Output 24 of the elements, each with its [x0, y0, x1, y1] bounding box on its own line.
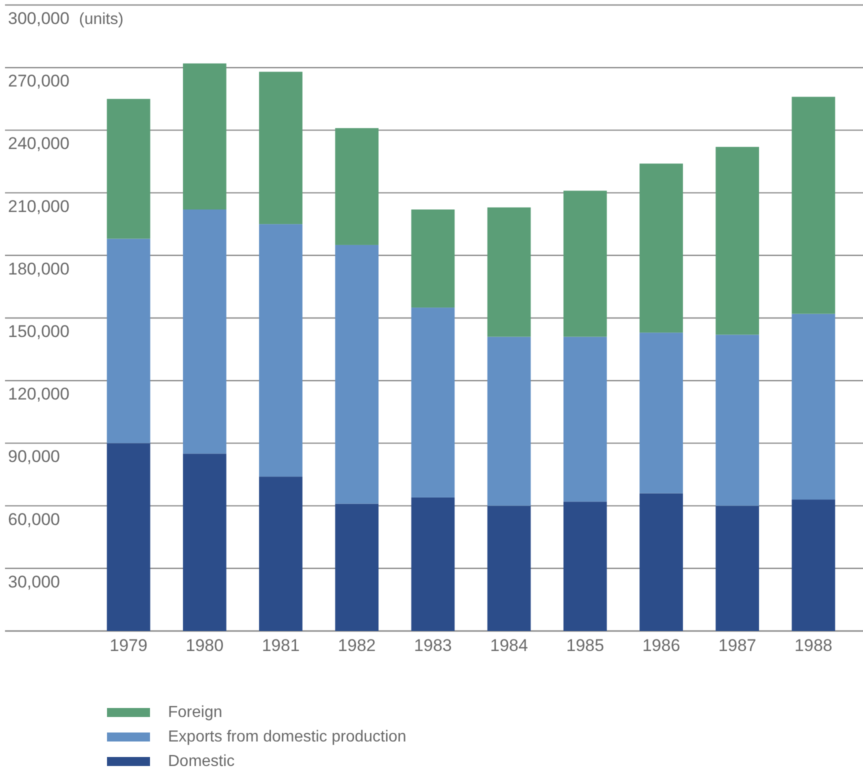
x-tick-label: 1979	[110, 636, 148, 655]
y-tick-label: 300,000	[8, 9, 70, 28]
legend-label: Domestic	[168, 753, 235, 769]
x-tick-label: 1988	[794, 636, 832, 655]
x-tick-label: 1981	[262, 636, 300, 655]
y-tick-label: 270,000	[8, 72, 70, 91]
x-tick-label: 1982	[338, 636, 376, 655]
legend-label: Exports from domestic production	[168, 728, 406, 746]
x-tick-label: 1983	[414, 636, 452, 655]
y-tick-label: 90,000	[8, 447, 60, 466]
x-tick-label: 1984	[490, 636, 528, 655]
y-tick-label: 30,000	[8, 572, 60, 592]
y-tick-label: 120,000	[8, 384, 70, 404]
x-tick-label: 1980	[186, 636, 224, 655]
y-tick-label: 150,000	[8, 322, 70, 341]
x-tick-label: 1987	[718, 636, 756, 655]
legend-label: Foreign	[168, 704, 222, 721]
y-tick-label: 180,000	[8, 259, 70, 278]
y-tick-label: 60,000	[8, 510, 60, 529]
y-tick-label: 240,000	[8, 134, 70, 154]
y-tick-label: 210,000	[8, 196, 70, 216]
y-axis-title: (units)	[79, 11, 124, 28]
x-tick-label: 1986	[642, 636, 680, 655]
x-tick-label: 1985	[566, 636, 604, 655]
